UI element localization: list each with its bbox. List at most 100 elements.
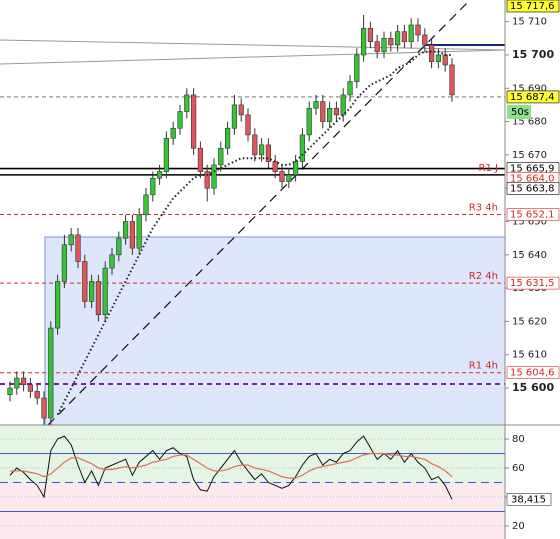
candle-body [428,44,435,62]
candle-body [116,237,122,256]
price-label: 15 663,8 [510,184,555,195]
y-tick-label: 15 620 [512,316,547,327]
candle-body [225,127,231,149]
candle-body [48,327,54,419]
price-label-box [506,90,560,104]
price-label: 15 604,6 [510,368,555,379]
price-label-box [506,366,560,380]
y-tick-label: 60 [512,463,525,474]
price-label-box [506,0,560,13]
y-tick-label: 15 610 [512,350,547,361]
candle-body [292,161,299,176]
y-tick-label: 15 700 [512,48,554,61]
candle-body [347,81,353,96]
candle-body [20,377,27,385]
level-name: R1 J [479,163,498,174]
y-tick-label: 15 670 [512,150,547,161]
trend-line [0,49,505,65]
candle-body [150,177,156,196]
countdown: 50s [511,107,529,118]
candle-body [184,94,190,112]
price-label: 15 652,1 [510,209,555,220]
price-label: 15 631,5 [510,278,555,289]
candle-body [252,134,258,156]
candle-body [258,144,265,156]
price-panel: R1 J R3 4h R2 4h R1 4h [0,0,505,425]
candle-body [163,137,170,172]
candle-body [279,171,285,182]
candle-body [394,31,401,46]
y-tick-label: 15 600 [512,381,554,394]
band [0,482,505,539]
candle-body [354,54,360,82]
rsi-panel [0,425,505,539]
candle-body [143,194,149,216]
candle-body [422,34,428,46]
y-tick-label: 15 690 [512,83,547,94]
candle-body [265,144,272,162]
candle-body [211,164,217,189]
candle-body [61,244,67,282]
candle-body [7,387,13,395]
candle-body [408,24,414,42]
candle-body [75,234,81,262]
candle-body [360,28,367,56]
y-tick-label: 15 650 [512,216,547,227]
indicator-line [9,435,453,500]
candle-body [313,101,319,109]
price-label-box [506,182,560,195]
candle-body [435,54,442,62]
level-name: R3 4h [469,202,498,213]
candle-body [191,94,197,149]
candle-body [442,54,448,66]
candle-body [123,221,129,239]
candle-body [129,221,136,249]
candle-body [41,397,47,419]
candle-body [299,134,306,162]
y-tick-label: 80 [512,434,525,445]
candle-body [388,38,394,46]
price-label-box [506,208,560,221]
candle-body [102,267,108,316]
candle-body [381,38,387,52]
candle-body [14,377,20,389]
y-tick-label: 15 680 [512,117,547,128]
indicator-line [10,452,453,479]
candle-body [109,254,115,269]
candle-body [170,127,176,139]
candle-body [231,104,238,129]
zone [44,236,505,425]
candle-body [136,214,142,249]
candle-body [286,174,292,182]
price-label: 15 687,4 [510,92,555,103]
candle-body [238,104,244,116]
candle-body [197,147,204,172]
moving-average [56,50,452,416]
candle-body [89,281,95,302]
y-tick-label: 20 [512,521,525,532]
trend-line [47,0,471,425]
candle-body [320,101,326,122]
candle-body [95,281,101,316]
candle-body [449,64,455,96]
candle-body [27,384,34,392]
candle-body [34,391,40,399]
candle-body [326,107,333,122]
candle-body [272,161,278,172]
candle-body [415,24,421,36]
candle-body [374,41,380,52]
price-label: 15 664,0 [510,174,555,185]
y-tick-label: 15 640 [512,250,547,261]
level-name: R1 4h [469,361,498,372]
candle-body [68,234,74,246]
candle-body [340,94,346,116]
price-label-box [506,276,560,290]
candle-body [204,171,210,189]
candle-body [157,171,163,179]
candle-body [401,31,408,42]
y-tick-label: 15 710 [512,17,547,28]
candle-body [333,107,340,116]
countdown-box [507,104,531,119]
